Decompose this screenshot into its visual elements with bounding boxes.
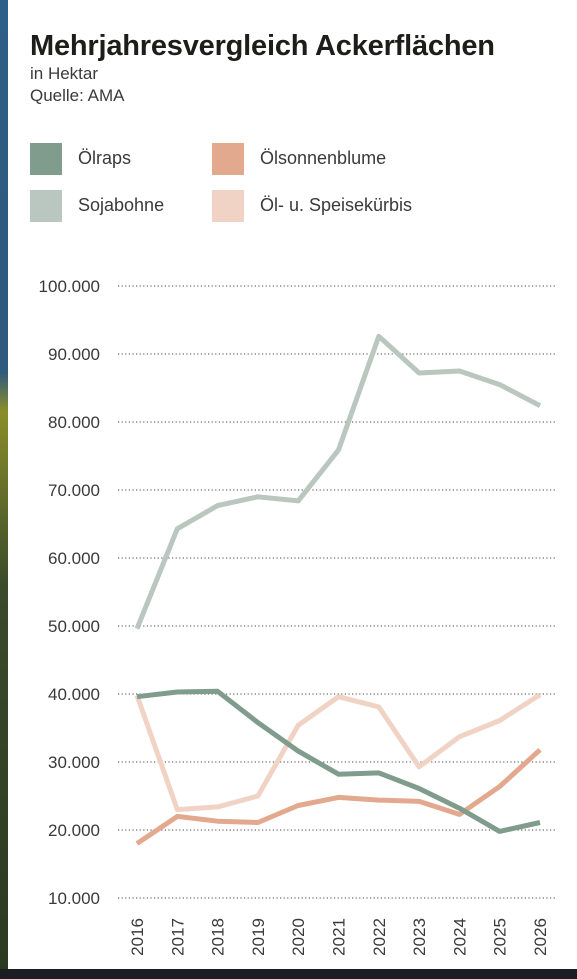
y-tick-label: 20.000	[48, 821, 100, 840]
y-tick-label: 50.000	[48, 617, 100, 636]
y-tick-label: 60.000	[48, 549, 100, 568]
y-tick-label: 100.000	[39, 277, 100, 296]
x-tick-label: 2021	[330, 918, 349, 956]
legend-label-olsonnenblume: Ölsonnenblume	[260, 148, 387, 168]
x-tick-label: 2024	[450, 918, 469, 956]
legend-swatch-sojabohne	[30, 190, 62, 222]
series-line-sojabohne	[134, 333, 542, 630]
y-tick-label: 30.000	[48, 753, 100, 772]
x-tick-label: 2022	[370, 918, 389, 956]
legend-swatch-olraps	[30, 143, 62, 175]
legend-swatch-kurbis	[212, 190, 244, 222]
chart-subtitle: in Hektar	[30, 64, 99, 83]
y-tick-label: 10.000	[48, 889, 100, 908]
x-tick-label: 2025	[491, 918, 510, 956]
y-tick-label: 80.000	[48, 413, 100, 432]
y-tick-label: 70.000	[48, 481, 100, 500]
x-tick-label: 2016	[128, 918, 147, 956]
x-tick-label: 2020	[289, 918, 308, 956]
legend-label-sojabohne: Sojabohne	[78, 195, 165, 215]
legend-label-olraps: Ölraps	[78, 148, 132, 168]
y-tick-label: 40.000	[48, 685, 100, 704]
series-line-l-u-speisek-rbis	[134, 692, 542, 813]
x-tick-label: 2019	[249, 918, 268, 956]
legend-label-kurbis: Öl- u. Speisekürbis	[260, 195, 413, 215]
chart-source: Quelle: AMA	[30, 86, 125, 105]
background-edge-bottom	[0, 969, 577, 979]
y-tick-label: 90.000	[48, 345, 100, 364]
series-line-lsonnenblume	[135, 747, 542, 846]
x-tick-label: 2026	[531, 918, 550, 956]
chart-card: Mehrjahresvergleich Ackerflächen in Hekt…	[8, 0, 577, 969]
x-tick-label: 2018	[209, 918, 228, 956]
line-chart: 10.000 20.000 30.000 40.000 50.000 60.000 70.0…	[39, 277, 556, 956]
legend-swatch-olsonnenblume	[212, 143, 244, 175]
x-tick-label: 2017	[168, 918, 187, 956]
chart-title: Mehrjahresvergleich Ackerflächen	[30, 30, 495, 62]
series-line-lraps	[136, 688, 541, 834]
x-tick-label: 2023	[410, 918, 429, 956]
